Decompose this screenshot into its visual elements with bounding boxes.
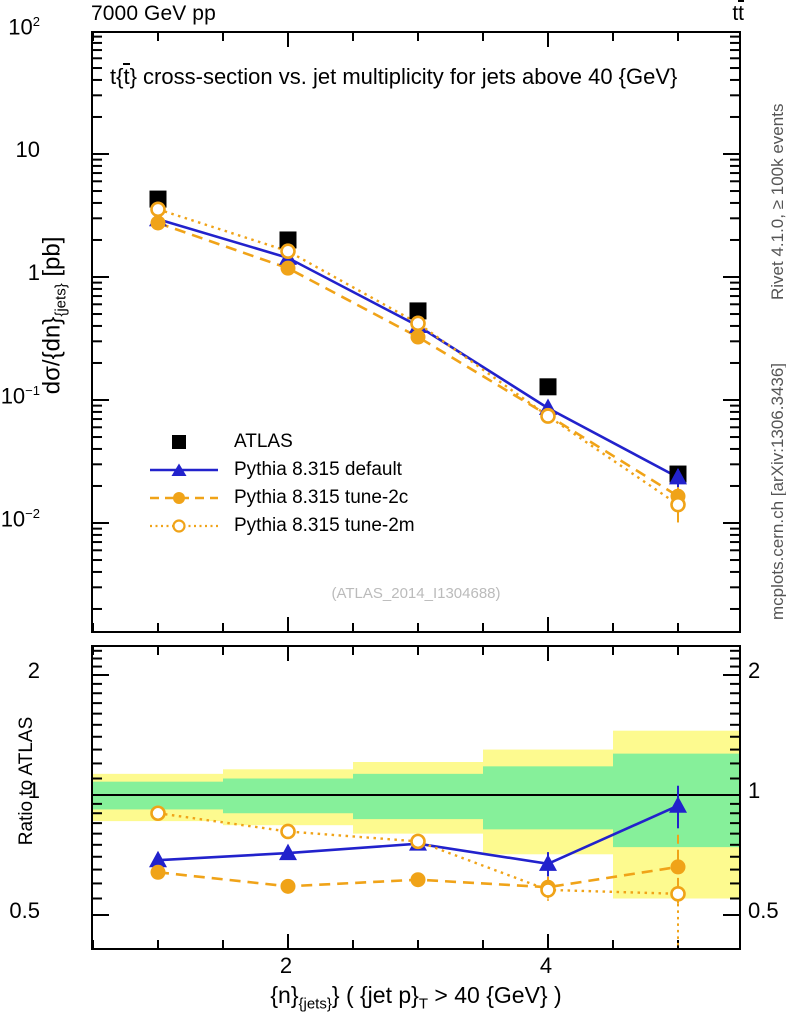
y-tick-label-main-4: 10−2 (0, 506, 40, 532)
y-tick-label-ratio-right-0: 2 (748, 658, 761, 683)
y-tick-label-main-3: 10−1 (0, 383, 40, 409)
data-point-3-3 (540, 408, 556, 424)
ratio-data-point-1-1 (280, 878, 296, 894)
ratio-data-point-0-4 (669, 796, 687, 813)
mcplots-source-label: mcplots.cern.ch [arXiv:1306.3436] (768, 362, 786, 620)
beam-energy-label: 7000 GeV pp (91, 2, 216, 25)
series-line-3 (157, 208, 679, 506)
legend-item-default: Pythia 8.315 default (148, 456, 415, 484)
ratio-data-point-1-0 (150, 864, 166, 880)
data-point-3-1 (280, 243, 296, 260)
x-axis-title: {n}{jets}} ( {jet p}T > 40 {GeV} ) (270, 982, 562, 1013)
y-tick-label-ratio-right-1: 1 (748, 778, 761, 803)
legend-key-dashed-circle-icon (148, 487, 220, 509)
data-point-2-1 (280, 260, 296, 276)
y-tick-label-ratio-right-2: 0.5 (748, 898, 779, 923)
data-point-1-4 (669, 467, 687, 485)
ratio-data-point-0-3 (539, 854, 557, 871)
ratio-plot-panel (91, 645, 741, 950)
ratio-data-point-2-0 (150, 805, 166, 822)
main-plot-panel (91, 31, 741, 633)
y-tick-label-main-2: 1 (27, 260, 40, 285)
legend: ATLAS Pythia 8.315 default Pythia 8.315 … (148, 428, 415, 540)
main-plot-canvas (93, 33, 739, 631)
data-point-0-1 (279, 231, 297, 249)
y-tick-label-ratio-left-2: 0.5 (9, 898, 40, 923)
legend-label: Pythia 8.315 default (234, 459, 402, 480)
data-point-3-2 (410, 315, 426, 332)
ratio-plot-canvas (93, 647, 739, 948)
ratio-data-point-2-1 (280, 823, 296, 840)
legend-item-atlas: ATLAS (148, 428, 415, 456)
data-point-2-0 (150, 215, 166, 231)
x-tick-label-0: 2 (279, 953, 293, 978)
ratio-data-point-2-4 (670, 886, 686, 902)
y-tick-label-main-1: 10 (15, 137, 40, 162)
x-tick-label-1: 4 (539, 953, 553, 978)
analysis-id-watermark: (ATLAS_2014_I1304688) (331, 585, 501, 602)
data-point-0-2 (409, 302, 427, 320)
legend-key-solid-triangle-icon (148, 459, 220, 481)
y-axis-title-main: dσ/{dn}{jets} [pb] (38, 236, 70, 395)
plot-title: t{t} cross-section vs. jet multiplicity … (110, 63, 678, 89)
data-point-3-0 (150, 201, 166, 218)
ratio-data-point-0-1 (279, 843, 297, 861)
y-tick-label-ratio-left-0: 2 (27, 658, 40, 683)
process-label: tt (732, 0, 744, 25)
series-line-2 (157, 221, 679, 498)
ratio-data-point-0-0 (149, 850, 167, 868)
ratio-data-point-2-3 (540, 882, 556, 898)
data-point-3-4 (670, 496, 686, 513)
data-point-0-3 (539, 378, 557, 396)
legend-item-tune2m: Pythia 8.315 tune-2m (148, 512, 415, 540)
y-tick-label-ratio-left-1: 1 (27, 778, 40, 803)
uncertainty-band-green-2 (353, 773, 483, 820)
data-point-2-2 (410, 329, 426, 345)
y-tick-label-main-0: 102 (8, 14, 40, 40)
uncertainty-band-green-3 (483, 766, 613, 830)
ratio-data-point-1-2 (410, 872, 426, 888)
legend-key-square-icon (148, 431, 220, 453)
legend-label: Pythia 8.315 tune-2m (234, 515, 415, 536)
rivet-version-label: Rivet 4.1.0, ≥ 100k events (768, 103, 786, 300)
legend-item-tune2c: Pythia 8.315 tune-2c (148, 484, 415, 512)
ratio-data-point-2-2 (410, 833, 426, 850)
legend-label: Pythia 8.315 tune-2c (234, 487, 409, 508)
legend-label: ATLAS (234, 431, 293, 452)
legend-key-dotted-opencircle-icon (148, 515, 220, 537)
